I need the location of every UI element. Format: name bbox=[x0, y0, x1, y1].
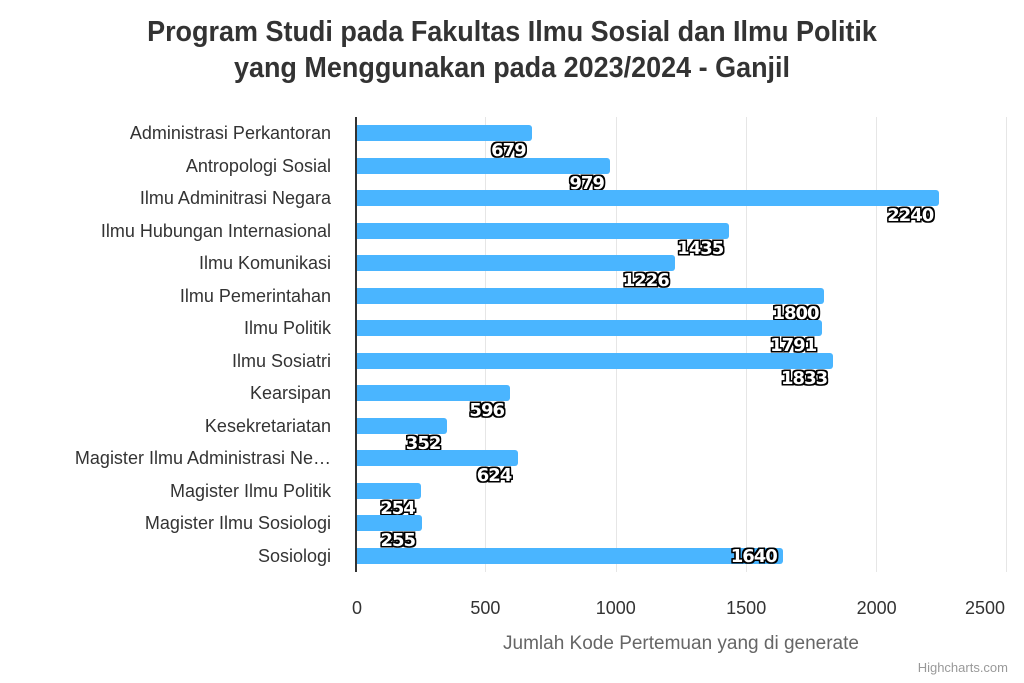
gridline-2500 bbox=[1006, 117, 1007, 572]
data-label: 1800 bbox=[772, 302, 819, 324]
data-label: 1640 bbox=[730, 545, 778, 567]
data-label: 2240 bbox=[887, 205, 934, 227]
x-tick-label: 1000 bbox=[595, 598, 636, 618]
bar[interactable] bbox=[355, 352, 834, 369]
bar[interactable] bbox=[355, 385, 511, 402]
bar[interactable] bbox=[355, 190, 940, 207]
bar[interactable] bbox=[355, 125, 533, 142]
data-label: 1435 bbox=[677, 237, 724, 259]
gridline-500 bbox=[485, 117, 486, 572]
category-label: Kearsipan bbox=[249, 383, 331, 404]
x-tick-label: 1500 bbox=[726, 598, 767, 618]
x-axis-title: Jumlah Kode Pertemuan yang di generate bbox=[503, 633, 859, 654]
data-label: 624 bbox=[476, 465, 513, 487]
y-axis-line bbox=[355, 117, 357, 572]
bar[interactable] bbox=[355, 287, 825, 304]
category-label: Sosiologi bbox=[257, 545, 331, 566]
bar[interactable] bbox=[355, 482, 422, 499]
category-label: Ilmu Pemerintahan bbox=[179, 285, 331, 306]
gridline-2000 bbox=[876, 117, 877, 572]
bar[interactable] bbox=[355, 157, 611, 174]
x-tick-label: 500 bbox=[470, 598, 501, 618]
category-label: Ilmu Hubungan Internasional bbox=[100, 220, 331, 241]
plot-area: 679 979 2240 1435 1226 1800 1791 1833 596 352 624 2… bbox=[355, 117, 1007, 572]
gridline-1000 bbox=[616, 117, 617, 572]
x-tick-label: 2500 bbox=[964, 598, 1006, 618]
data-label: 1226 bbox=[622, 270, 670, 292]
category-label: Kesekretariatan bbox=[204, 415, 331, 436]
bar[interactable] bbox=[355, 515, 422, 532]
highcharts-credit-link[interactable]: Highcharts.com bbox=[917, 660, 1008, 675]
data-label: 255 bbox=[380, 530, 417, 552]
category-label: Magister Ilmu Politik bbox=[169, 480, 331, 501]
bar[interactable] bbox=[355, 417, 447, 434]
data-label: 679 bbox=[491, 140, 527, 162]
category-label: Ilmu Adminitrasi Negara bbox=[139, 188, 331, 209]
bar[interactable] bbox=[355, 547, 783, 564]
x-tick-label: 2000 bbox=[856, 598, 897, 618]
bar[interactable] bbox=[355, 255, 675, 272]
data-label: 1791 bbox=[770, 335, 817, 357]
bar[interactable] bbox=[355, 320, 823, 337]
bar[interactable] bbox=[355, 450, 518, 467]
chart-title-line-1: Program Studi pada Fakultas Ilmu Sosial … bbox=[147, 16, 877, 48]
category-label: Magister Ilmu Administrasi Ne… bbox=[74, 448, 331, 469]
gridline-1500 bbox=[746, 117, 747, 572]
bar[interactable] bbox=[355, 222, 730, 239]
category-label: Ilmu Politik bbox=[243, 318, 331, 339]
x-tick-label: 0 bbox=[351, 598, 363, 618]
data-label: 352 bbox=[405, 432, 442, 454]
category-label: Ilmu Komunikasi bbox=[198, 253, 331, 274]
category-label: Administrasi Perkantoran bbox=[129, 123, 331, 144]
category-label: Ilmu Sosiatri bbox=[231, 350, 331, 371]
chart-title-line-2: yang Menggunakan pada 2023/2024 - Ganjil bbox=[233, 52, 791, 84]
data-label: 596 bbox=[469, 400, 505, 422]
data-label: 979 bbox=[569, 172, 605, 194]
category-label: Antropologi Sosial bbox=[185, 155, 331, 176]
category-label: Magister Ilmu Sosiologi bbox=[144, 513, 331, 534]
data-label: 254 bbox=[380, 497, 416, 519]
data-label: 1833 bbox=[781, 367, 828, 389]
chart-title: Program Studi pada Fakultas Ilmu Sosial … bbox=[36, 14, 988, 86]
